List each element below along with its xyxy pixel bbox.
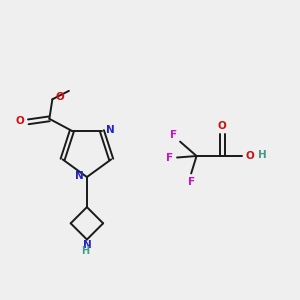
Text: F: F [170, 130, 177, 140]
Text: N: N [74, 171, 83, 181]
Text: F: F [188, 177, 195, 187]
Text: F: F [166, 152, 173, 163]
Text: O: O [245, 151, 254, 161]
Text: O: O [56, 92, 65, 103]
Text: H: H [81, 246, 89, 256]
Text: N: N [106, 125, 115, 135]
Text: O: O [15, 116, 24, 126]
Text: N: N [82, 240, 91, 250]
Text: H: H [258, 149, 267, 160]
Text: O: O [218, 121, 226, 131]
